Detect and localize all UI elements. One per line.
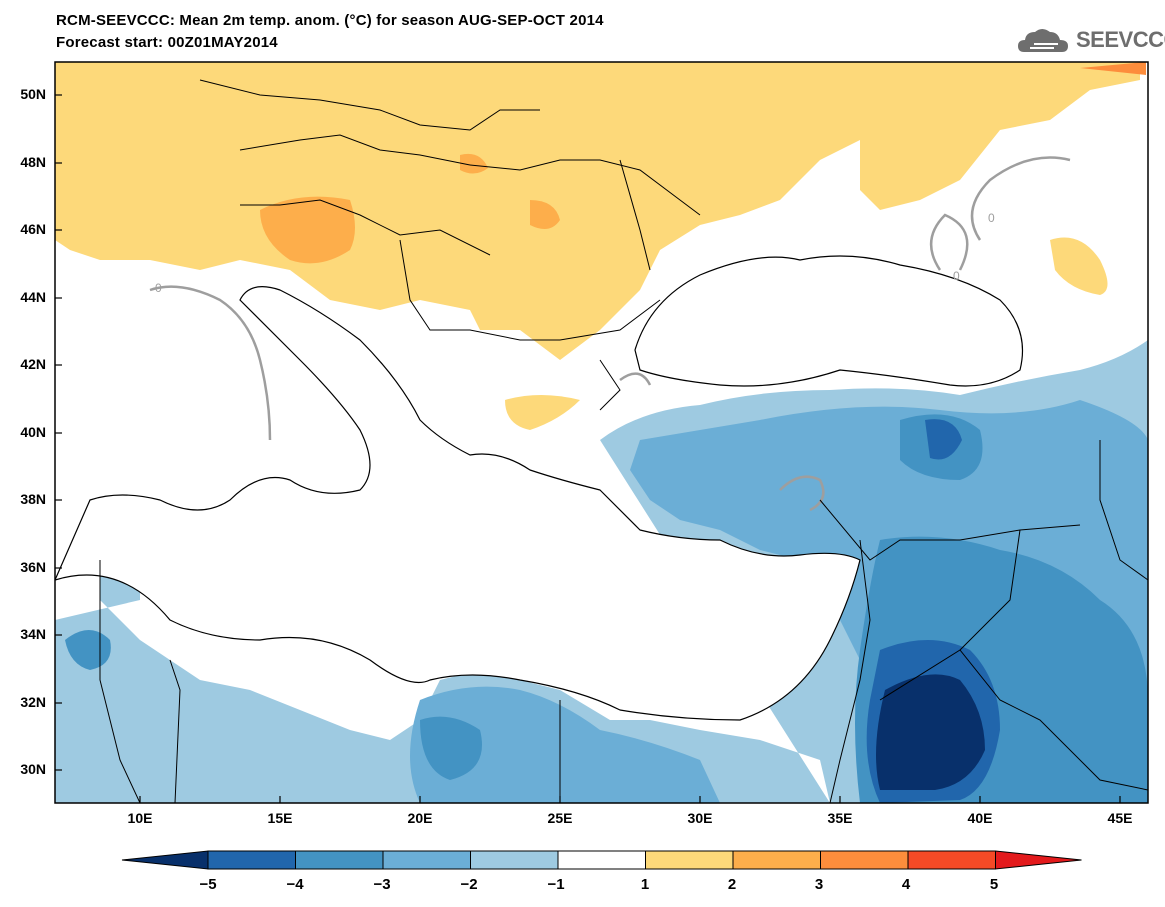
contour-label: 0 xyxy=(988,211,995,225)
tick-marks xyxy=(55,94,1121,803)
zero-contour-1 xyxy=(970,156,1071,241)
colorbar xyxy=(121,850,1082,870)
lon-label: 15E xyxy=(267,810,293,826)
cold-region-tunisia xyxy=(65,630,111,670)
cold-region-2-south xyxy=(410,686,720,803)
lat-label: 42N xyxy=(20,356,46,372)
colorbar-segment xyxy=(207,850,296,870)
colorbar-segment xyxy=(470,850,559,870)
zero-contour-2 xyxy=(929,213,969,271)
colorbar-segment xyxy=(732,850,821,870)
lon-label: 25E xyxy=(547,810,573,826)
lon-label: 10E xyxy=(127,810,153,826)
warm-region-2-core-3 xyxy=(460,153,488,174)
colorbar-segment xyxy=(907,850,996,870)
warm-region-2-core-1 xyxy=(260,196,355,264)
colorbar-label: 3 xyxy=(814,876,824,893)
warm-region-3-core xyxy=(1080,62,1146,75)
colorbar-label: 4 xyxy=(901,876,911,893)
lat-label: 34N xyxy=(20,626,46,642)
mediterranean-coast xyxy=(55,286,861,721)
forecast-start-label: Forecast start: 00Z01MAY2014 xyxy=(56,34,278,51)
colorbar-segment xyxy=(295,850,384,870)
map-title: RCM-SEEVCCC: Mean 2m temp. anom. (°C) fo… xyxy=(56,12,604,29)
black-sea-coast xyxy=(634,255,1024,387)
warm-region-2-core-2 xyxy=(530,200,560,229)
lat-label: 30N xyxy=(20,761,46,777)
colorbar-label: −5 xyxy=(199,876,217,893)
cloud-icon xyxy=(1018,29,1068,52)
colorbar-label: −3 xyxy=(373,876,391,893)
lat-label: 48N xyxy=(20,154,46,170)
lat-label: 44N xyxy=(20,289,46,305)
colorbar-segment xyxy=(820,850,909,870)
colorbar-label: −1 xyxy=(547,876,565,893)
colorbar-label: 2 xyxy=(727,876,737,893)
lat-label: 36N xyxy=(20,559,46,575)
cold-region-4-north xyxy=(925,419,962,460)
colorbar-label: −4 xyxy=(286,876,304,893)
logo-text: SEEVCCC xyxy=(1076,27,1165,52)
lat-label: 46N xyxy=(20,221,46,237)
colorbar-segment xyxy=(645,850,734,870)
lon-label: 30E xyxy=(687,810,713,826)
lon-label: 35E xyxy=(827,810,853,826)
contour-label: 0 xyxy=(155,281,162,295)
warm-region-caspian xyxy=(1050,237,1108,295)
lon-label: 45E xyxy=(1107,810,1133,826)
lat-label: 50N xyxy=(20,86,46,102)
colorbar-arrow-high xyxy=(995,850,1082,870)
colorbar-label: 1 xyxy=(640,876,650,893)
zero-contour-3 xyxy=(149,285,272,441)
colorbar-label: −2 xyxy=(460,876,478,893)
warm-region-north-east xyxy=(860,62,1140,210)
zero-contour-4 xyxy=(779,475,825,512)
zero-contour-5 xyxy=(619,372,652,386)
lon-label: 20E xyxy=(407,810,433,826)
lon-label: 40E xyxy=(967,810,993,826)
warm-region-central-europe xyxy=(55,62,860,360)
country-borders xyxy=(99,79,1148,803)
lat-label: 40N xyxy=(20,424,46,440)
lat-label: 32N xyxy=(20,694,46,710)
cold-region-5 xyxy=(876,674,985,790)
cold-region-3-libya xyxy=(420,716,482,780)
colorbar-label: 5 xyxy=(989,876,999,893)
contour-label: 0 xyxy=(953,269,960,283)
lat-label: 38N xyxy=(20,491,46,507)
warm-region-aegean-north xyxy=(505,395,580,430)
colorbar-arrow-low xyxy=(121,850,209,870)
colorbar-segment xyxy=(557,850,646,870)
colorbar-segment xyxy=(382,850,471,870)
